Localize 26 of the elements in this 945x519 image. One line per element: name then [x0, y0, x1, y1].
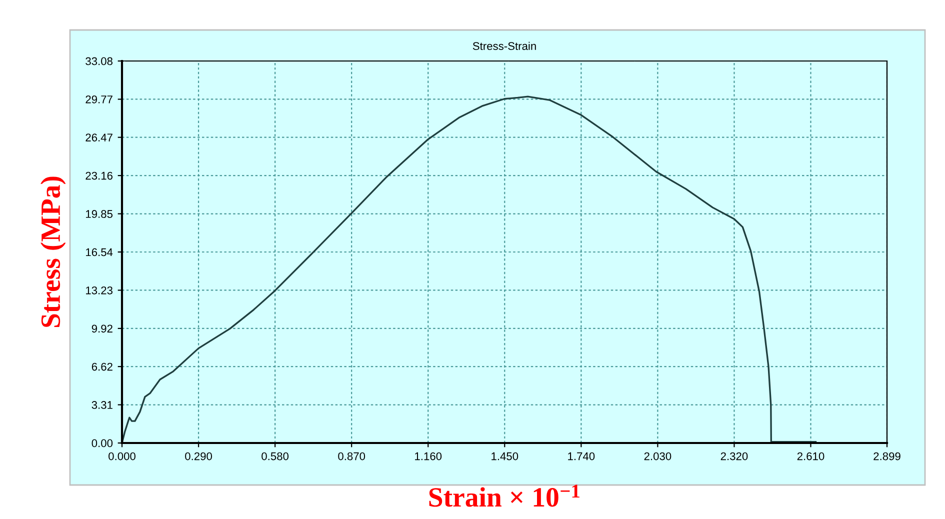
x-tick-label: 0.290 [185, 452, 212, 460]
y-tick-label: 6.62 [92, 362, 112, 371]
x-tick-label: 1.160 [415, 452, 442, 460]
x-axis-title: Strain × 10$^{−1}$ [429, 484, 580, 507]
y-tick-label: 16.54 [86, 248, 113, 256]
y-axis-title: Stress (MPa) [40, 176, 66, 328]
x-tick-label: 2.610 [797, 452, 824, 460]
y-tick-label: 29.77 [86, 95, 112, 104]
line-series [122, 96, 817, 443]
x-tick-label: 0.870 [338, 452, 366, 460]
y-tick-label: 33.08 [86, 57, 112, 66]
y-tick-label: 13.23 [86, 286, 112, 294]
y-tick-label: 26.47 [86, 134, 112, 142]
x-tick-label: 2.030 [644, 452, 672, 460]
chart-title: Stress-Strain [472, 42, 536, 50]
x-tick-label: 1.740 [568, 452, 595, 460]
x-tick-label: 2.899 [874, 452, 900, 460]
y-tick-label: 19.85 [86, 210, 113, 218]
x-tick-label: 0.580 [262, 452, 289, 460]
x-tick-label: 0.000 [108, 452, 136, 460]
y-tick-label: 23.16 [86, 172, 112, 180]
y-tick-label: 9.92 [92, 324, 112, 333]
y-tick-label: 0.00 [92, 439, 113, 448]
x-tick-label: 1.450 [492, 452, 518, 460]
y-tick-label: 3.31 [92, 401, 112, 409]
x-tick-label: 2.320 [720, 452, 748, 460]
